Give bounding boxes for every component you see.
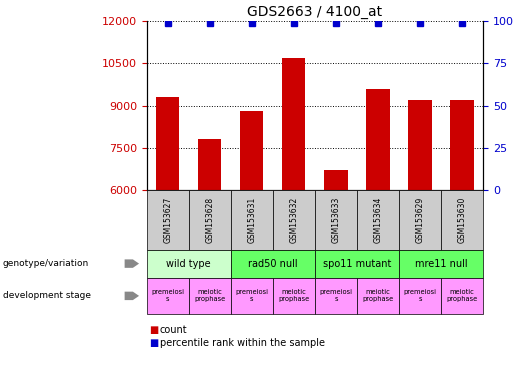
Text: wild type: wild type: [166, 258, 211, 269]
Text: meiotic
prophase: meiotic prophase: [278, 290, 310, 302]
Text: meiotic
prophase: meiotic prophase: [447, 290, 478, 302]
Text: ■: ■: [149, 338, 159, 348]
Text: meiotic
prophase: meiotic prophase: [363, 290, 393, 302]
Bar: [366, 89, 389, 190]
Bar: [451, 100, 474, 190]
Text: percentile rank within the sample: percentile rank within the sample: [160, 338, 324, 348]
Bar: [282, 58, 305, 190]
Text: rad50 null: rad50 null: [248, 258, 298, 269]
Text: GSM153627: GSM153627: [163, 197, 173, 243]
Bar: [156, 97, 179, 190]
Text: development stage: development stage: [3, 291, 91, 300]
Bar: [198, 139, 221, 190]
Text: ■: ■: [149, 325, 159, 335]
Text: GSM153629: GSM153629: [416, 197, 424, 243]
Text: genotype/variation: genotype/variation: [3, 259, 89, 268]
Text: premeiosi
s: premeiosi s: [404, 290, 437, 302]
Text: GSM153632: GSM153632: [289, 197, 298, 243]
Text: count: count: [160, 325, 187, 335]
Text: GSM153631: GSM153631: [247, 197, 256, 243]
Text: spo11 mutant: spo11 mutant: [323, 258, 391, 269]
Text: premeiosi
s: premeiosi s: [319, 290, 352, 302]
Text: meiotic
prophase: meiotic prophase: [194, 290, 226, 302]
Text: GSM153630: GSM153630: [457, 197, 467, 243]
Text: mre11 null: mre11 null: [415, 258, 467, 269]
Title: GDS2663 / 4100_at: GDS2663 / 4100_at: [247, 5, 383, 19]
Bar: [408, 100, 432, 190]
Bar: [324, 170, 348, 190]
Text: GSM153634: GSM153634: [373, 197, 383, 243]
Text: GSM153628: GSM153628: [205, 197, 214, 243]
Bar: [241, 111, 264, 190]
Text: premeiosi
s: premeiosi s: [151, 290, 184, 302]
Text: GSM153633: GSM153633: [332, 197, 340, 243]
Text: premeiosi
s: premeiosi s: [235, 290, 268, 302]
